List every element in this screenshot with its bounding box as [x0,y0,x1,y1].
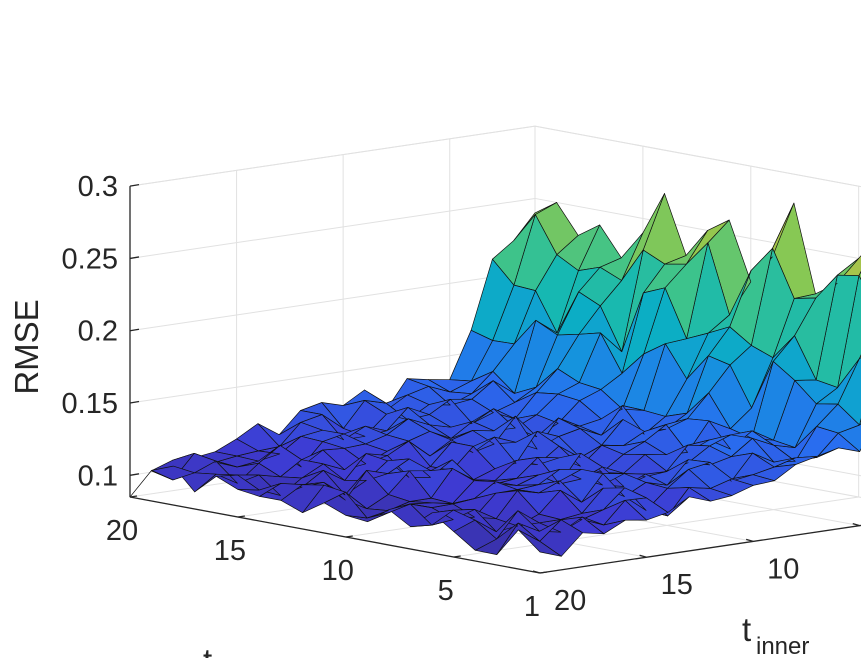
y-tick [639,554,647,558]
y-axis-label-main: t [742,611,751,648]
z-tick-label: 0.25 [62,243,118,275]
x-axis-label: t [203,642,212,658]
x-tick [345,535,353,538]
grid-line [129,270,536,332]
x-tick-label: 1 [524,591,540,623]
x-tick [453,555,461,558]
box-edge [129,125,536,187]
grid-line [534,197,861,260]
y-axis-label: t inner [742,611,809,658]
z-tick [129,184,140,187]
z-tick-label: 0.1 [78,460,118,492]
x-tick [129,495,138,498]
z-tick [129,256,140,260]
y-tick [745,538,754,543]
x-tick-label: 5 [438,575,454,607]
x-tick-label: 20 [106,515,138,547]
grid-line [453,496,859,558]
y-tick-label: 10 [767,553,799,585]
x-axis-line [129,496,541,574]
x-tick-label: 15 [214,535,246,567]
x-tick [539,571,548,574]
grid-line [129,197,536,259]
x-tick-label: 10 [322,555,354,587]
z-tick-label: 0.3 [78,171,118,203]
box-edge [534,125,861,188]
z-axis-label: RMSE [8,299,45,394]
rmse-surface [129,193,861,557]
axes-lines [129,184,861,574]
z-tick [129,473,140,476]
x-tick [237,515,245,518]
z-tick-label: 0.2 [78,316,118,348]
y-tick-label: 15 [661,569,693,601]
y-axis-label-sub: inner [756,633,809,658]
grid-line [534,125,861,188]
y-tick-label: 20 [554,585,586,617]
z-tick-label: 0.15 [62,388,118,420]
z-tick [129,400,140,404]
y-tick [852,523,860,527]
y-tick [532,570,541,574]
tick-labels: 0.10.150.20.250.31510152015101520 [62,171,800,623]
z-tick [129,328,140,332]
y-axis-line [539,524,861,574]
